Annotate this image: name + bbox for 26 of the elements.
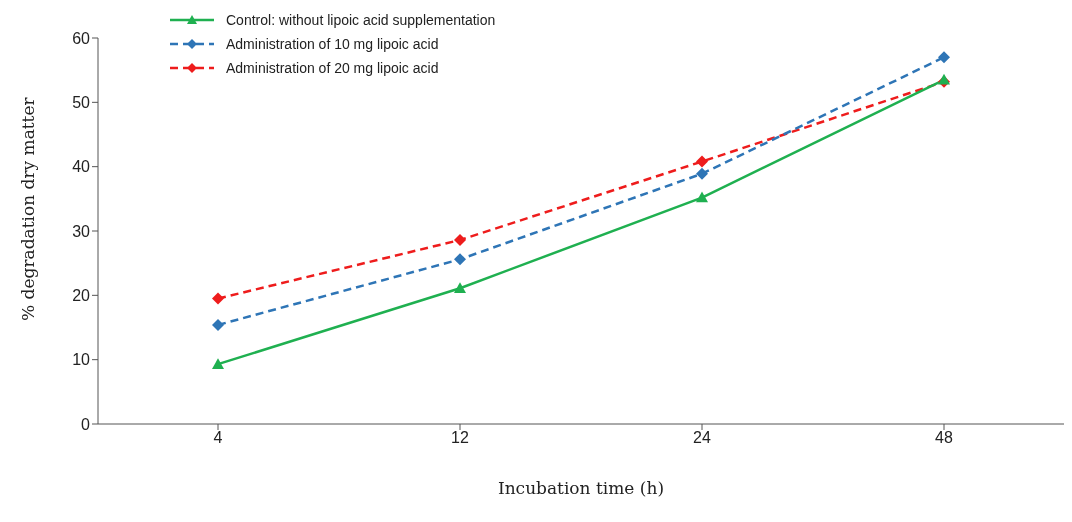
y-axis-title: % degradation dry matter — [18, 96, 39, 321]
y-tick-label: 0 — [81, 415, 91, 433]
y-tick-label: 10 — [72, 351, 91, 369]
point — [212, 358, 224, 369]
point — [696, 155, 708, 168]
point — [696, 191, 708, 203]
point — [212, 318, 224, 331]
x-tick-label: 24 — [693, 429, 711, 447]
point — [212, 292, 224, 305]
y-tick-label: 40 — [72, 158, 91, 176]
x-tick-label: 12 — [451, 429, 469, 447]
x-axis-title: Incubation time (h) — [497, 478, 665, 498]
y-tick-label: 30 — [72, 222, 91, 240]
y-tick-label: 60 — [72, 29, 91, 47]
point — [454, 234, 466, 247]
point — [938, 51, 950, 64]
point — [454, 253, 466, 266]
legend-label: Administration of 20 mg lipoic acid — [226, 60, 439, 76]
x-tick-label: 48 — [935, 429, 953, 447]
x-tick-label: 4 — [213, 429, 223, 447]
point — [696, 167, 708, 180]
point — [454, 282, 466, 294]
y-tick-label: 20 — [72, 287, 91, 305]
legend-label: Administration of 10 mg lipoic acid — [226, 36, 439, 52]
legend-label: Control: without lipoic acid supplementation — [226, 12, 496, 28]
y-tick-label: 50 — [72, 94, 91, 112]
